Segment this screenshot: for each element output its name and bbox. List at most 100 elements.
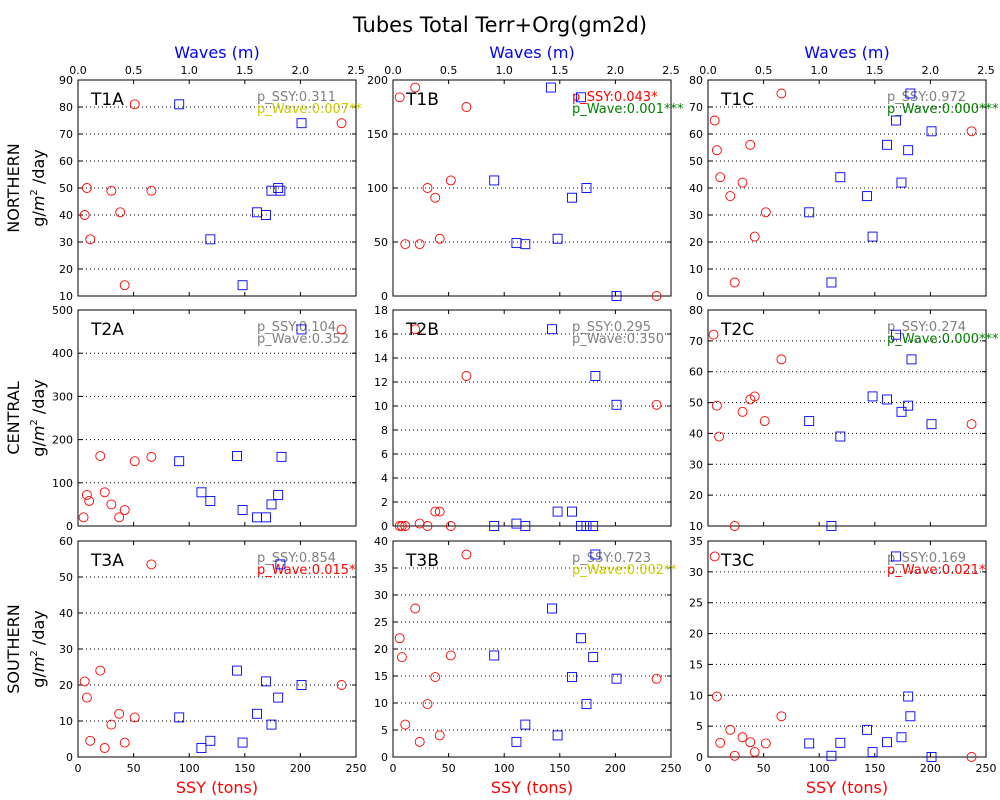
ssy-point (430, 506, 441, 517)
y-tick-label: 5 (696, 720, 703, 733)
x-top-tick-label: 1.0 (180, 64, 198, 77)
y-tick-label: 20 (374, 643, 388, 656)
y-tick-label: 70 (59, 128, 73, 141)
x-bottom-tick-label: 200 (290, 762, 311, 775)
waves-point (260, 210, 271, 220)
y-tick-label: 0 (66, 751, 73, 764)
y-unit-suffix: /day (29, 610, 48, 650)
y-unit-suffix: /day (29, 149, 48, 189)
ssy-point (106, 185, 117, 196)
y-tick-label: 15 (374, 670, 388, 683)
panel-t1c: 0 10 20 30 40 50 60 70 800.0 0.5 1.0 1.5 2.0 2.5 T1C p_… (689, 43, 999, 303)
ssy-point (410, 603, 421, 614)
waves-point (520, 239, 531, 250)
y-tick-label: 6 (381, 448, 388, 461)
ssy-point (445, 650, 456, 661)
ssy-point (106, 719, 117, 730)
x-bottom-tick-label: 250 (976, 762, 997, 775)
panel-label: T3B (405, 551, 439, 571)
ssy-point (79, 210, 90, 220)
y-tick-label: 14 (374, 352, 388, 365)
waves-point (205, 735, 216, 746)
ssy-point (737, 177, 748, 188)
waves-point (174, 456, 185, 467)
waves-point (867, 747, 878, 758)
ssy-point (146, 185, 157, 196)
ssy-point (394, 92, 405, 103)
y-unit-prefix: g/ (29, 211, 48, 227)
waves-point (511, 736, 522, 747)
ssy-point (410, 82, 421, 93)
y-tick-label: 25 (689, 597, 703, 610)
row-region-label: CENTRAL (4, 381, 23, 454)
waves-point (567, 506, 577, 517)
waves-point (489, 175, 500, 186)
y-unit-m: m (29, 426, 48, 442)
y-tick-label: 20 (689, 236, 703, 249)
waves-point (489, 521, 500, 531)
waves-point (252, 512, 262, 523)
y-unit-exponent: 2 (29, 650, 40, 656)
y-tick-label: 0 (696, 290, 703, 303)
ssy-point (759, 416, 770, 427)
y-tick-label: 10 (689, 689, 703, 702)
ssy-point (119, 280, 130, 291)
waves-point (237, 505, 248, 515)
ssy-point (95, 451, 106, 461)
p-wave-annotation: p_Wave:0.352 (257, 332, 349, 347)
ssy-point (114, 708, 125, 719)
y-tick-label: 150 (367, 128, 388, 141)
ssy-point (422, 699, 433, 710)
y-tick-label: 8 (381, 424, 388, 437)
x-bottom-tick-label: 0 (705, 762, 712, 775)
axes-frame (707, 309, 987, 527)
y-unit-m: m (29, 196, 48, 212)
ssy-point (81, 692, 92, 703)
y-tick-label: 30 (59, 236, 73, 249)
p-wave-annotation: p_Wave:0.000*** (887, 102, 999, 117)
x-bottom-tick-label: 150 (549, 762, 570, 775)
waves-point (296, 680, 307, 690)
x-bottom-tick-label: 150 (234, 762, 255, 775)
y-tick-label: 30 (689, 458, 703, 471)
waves-point (266, 499, 277, 510)
ssy-point (434, 730, 445, 741)
p-ssy-annotation: p_SSY:0.043* (572, 90, 658, 105)
waves-point (575, 521, 586, 531)
waves-point (903, 400, 914, 411)
waves-point (804, 416, 815, 427)
waves-point (835, 737, 846, 748)
ssy-point (400, 521, 411, 531)
waves-point (581, 699, 592, 710)
waves-point (890, 115, 901, 126)
p-wave-annotation: p_Wave:0.021* (887, 563, 986, 578)
waves-point (520, 521, 531, 531)
x-top-tick-label: 0.5 (755, 64, 773, 77)
waves-point (896, 406, 907, 417)
waves-point (581, 521, 592, 531)
axes-frame (707, 79, 987, 297)
x-top-tick-label: 2.0 (922, 64, 940, 77)
y-tick-label: 35 (689, 535, 703, 548)
x-bottom-tick-label: 150 (864, 762, 885, 775)
ssy-point (336, 680, 347, 690)
waves-point (882, 139, 892, 150)
ssy-point (81, 183, 92, 193)
ssy-point (434, 506, 445, 517)
y-tick-label: 50 (374, 236, 388, 249)
ssy-point (760, 738, 771, 749)
waves-point (575, 92, 586, 103)
ssy-point (129, 456, 140, 467)
ssy-point (119, 505, 130, 515)
ssy-point (394, 521, 405, 531)
ssy-point (725, 724, 736, 735)
waves-point (260, 512, 271, 523)
panel-label: T1B (405, 90, 439, 110)
x-bottom-tick-label: 250 (346, 762, 367, 775)
ssy-point (106, 499, 117, 510)
y-tick-label: 20 (59, 679, 73, 692)
panel-label: T2B (405, 320, 439, 340)
x-top-tick-label: 0.0 (699, 64, 717, 77)
waves-point (896, 732, 907, 743)
ssy-point (749, 231, 760, 242)
